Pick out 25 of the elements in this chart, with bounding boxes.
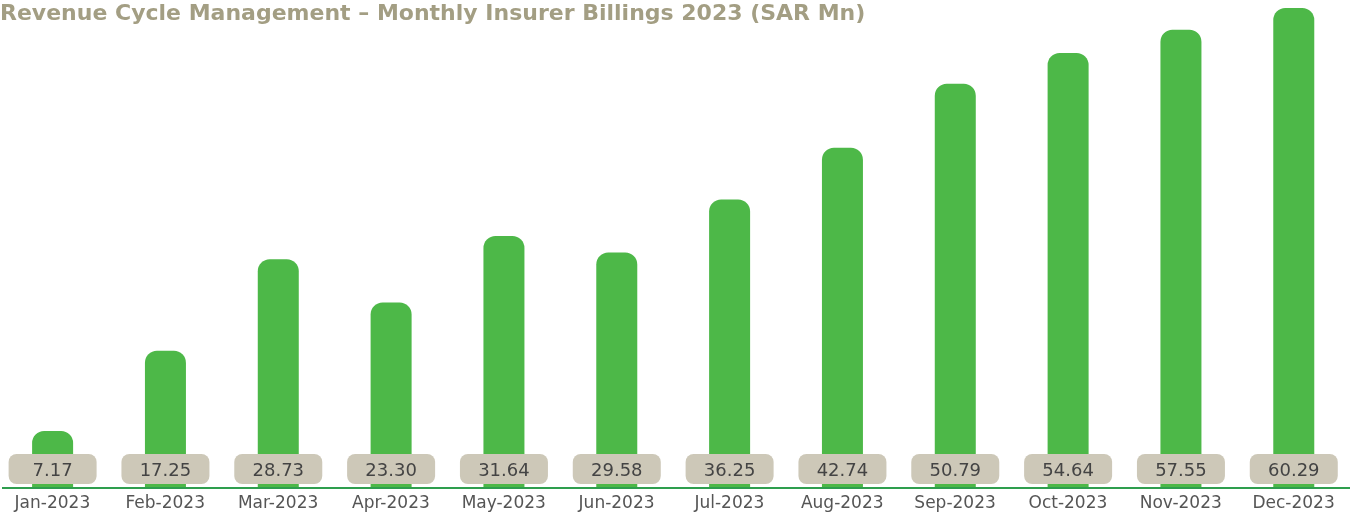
x-tick-label: Oct-2023 bbox=[1028, 492, 1108, 513]
data-label: 36.25 bbox=[703, 458, 756, 480]
data-label: 29.58 bbox=[591, 458, 643, 480]
data-label: 28.73 bbox=[252, 458, 305, 480]
data-label: 17.25 bbox=[139, 458, 192, 480]
x-tick-label: Apr-2023 bbox=[352, 492, 430, 513]
x-tick-label: Aug-2023 bbox=[800, 492, 884, 513]
x-tick-label: May-2023 bbox=[461, 492, 546, 513]
data-label: 57.55 bbox=[1155, 458, 1207, 480]
x-tick-label: Mar-2023 bbox=[237, 492, 319, 513]
data-label: 7.17 bbox=[32, 458, 73, 480]
data-label: 23.30 bbox=[365, 458, 417, 480]
data-label: 50.79 bbox=[929, 458, 982, 480]
x-tick-label: Jul-2023 bbox=[693, 492, 765, 513]
x-tick-label: Sep-2023 bbox=[914, 492, 996, 513]
chart-title: Revenue Cycle Management – Monthly Insurer Billings 2023 (SAR Mn) bbox=[0, 0, 866, 25]
x-tick-label: Feb-2023 bbox=[125, 492, 205, 513]
data-label: 42.74 bbox=[816, 458, 869, 480]
x-tick-label: Jun-2023 bbox=[577, 492, 655, 513]
x-tick-label: Jan-2023 bbox=[13, 492, 91, 513]
x-tick-label: Nov-2023 bbox=[1139, 492, 1222, 513]
data-label: 31.64 bbox=[478, 458, 530, 480]
x-tick-label: Dec-2023 bbox=[1252, 492, 1335, 513]
data-label: 60.29 bbox=[1268, 458, 1320, 480]
data-label: 54.64 bbox=[1042, 458, 1094, 480]
